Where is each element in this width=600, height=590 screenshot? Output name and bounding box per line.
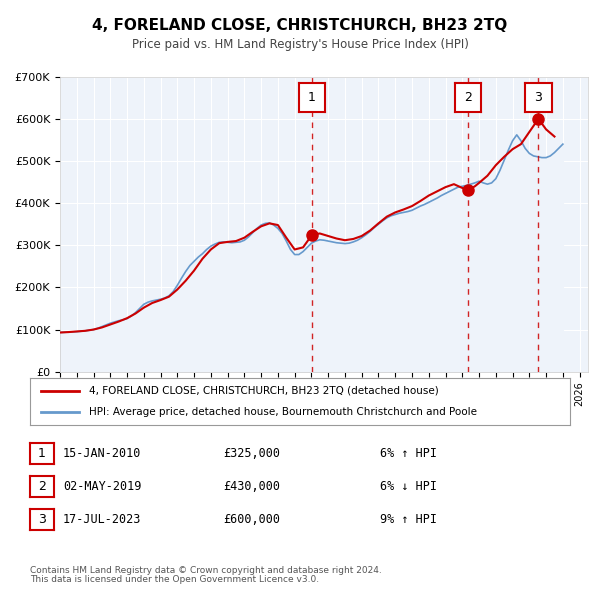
Text: 6% ↑ HPI: 6% ↑ HPI [380,447,437,460]
Text: 4, FORELAND CLOSE, CHRISTCHURCH, BH23 2TQ (detached house): 4, FORELAND CLOSE, CHRISTCHURCH, BH23 2T… [89,386,439,396]
Text: 02-MAY-2019: 02-MAY-2019 [63,480,141,493]
Text: £325,000: £325,000 [223,447,281,460]
Text: 9% ↑ HPI: 9% ↑ HPI [380,513,437,526]
Text: 3: 3 [38,513,46,526]
Text: £600,000: £600,000 [223,513,281,526]
Text: 17-JUL-2023: 17-JUL-2023 [63,513,141,526]
Text: 4, FORELAND CLOSE, CHRISTCHURCH, BH23 2TQ: 4, FORELAND CLOSE, CHRISTCHURCH, BH23 2T… [92,18,508,32]
Text: HPI: Average price, detached house, Bournemouth Christchurch and Poole: HPI: Average price, detached house, Bour… [89,407,478,417]
Text: Price paid vs. HM Land Registry's House Price Index (HPI): Price paid vs. HM Land Registry's House … [131,38,469,51]
Text: Contains HM Land Registry data © Crown copyright and database right 2024.: Contains HM Land Registry data © Crown c… [30,566,382,575]
Text: 6% ↓ HPI: 6% ↓ HPI [380,480,437,493]
Text: 2: 2 [38,480,46,493]
Text: 1: 1 [38,447,46,460]
Text: £430,000: £430,000 [223,480,281,493]
Text: 15-JAN-2010: 15-JAN-2010 [63,447,141,460]
Text: This data is licensed under the Open Government Licence v3.0.: This data is licensed under the Open Gov… [30,575,319,584]
